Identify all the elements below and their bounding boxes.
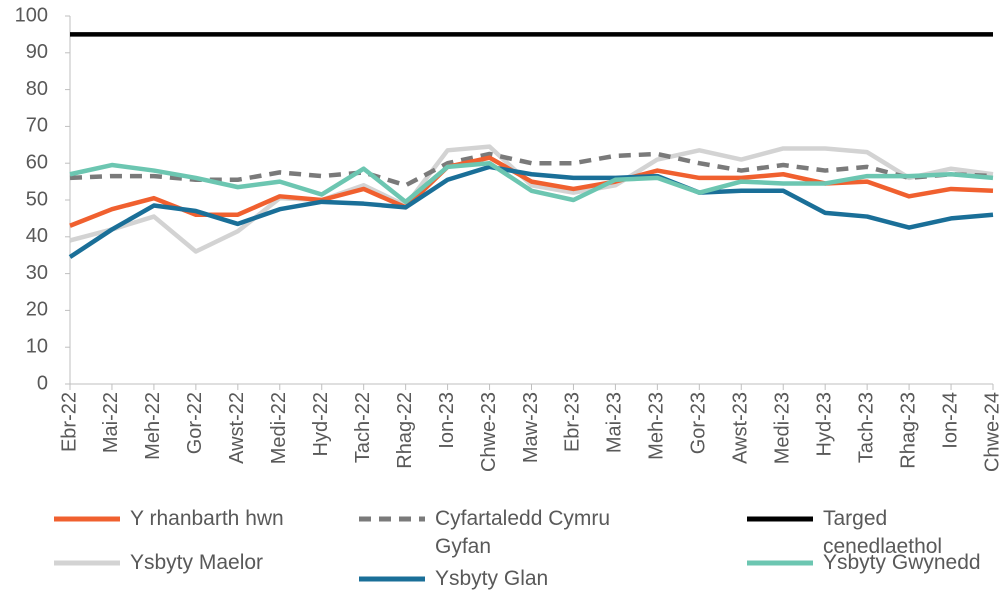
legend-label: Ysbyty Maelor bbox=[130, 551, 264, 574]
x-tick-label: Hyd-23 bbox=[813, 392, 835, 456]
legend-swatch bbox=[747, 516, 813, 522]
x-tick-label: Gor-22 bbox=[184, 392, 206, 454]
x-tick-label: Maw-23 bbox=[520, 392, 542, 463]
x-tick-label: Mai-23 bbox=[604, 392, 626, 453]
x-tick-label: Medi-23 bbox=[772, 392, 794, 464]
series-line bbox=[68, 164, 994, 259]
legend-label: Cyfartaledd Cymru Gyfan bbox=[435, 507, 611, 558]
legend-label: Targed cenedlaethol bbox=[823, 507, 943, 558]
legend-label: Y rhanbarth hwn bbox=[130, 507, 284, 530]
y-tick-label: 90 bbox=[26, 41, 48, 63]
legend-swatch bbox=[359, 516, 425, 522]
x-tick-label: Rhag-23 bbox=[897, 392, 919, 469]
x-tick-label: Ion-24 bbox=[939, 392, 961, 449]
x-tick-label: Ion-23 bbox=[436, 392, 458, 449]
legend-swatch bbox=[54, 516, 120, 522]
legend-entry: Ysbyty Glan Clwyd bbox=[357, 565, 607, 597]
legend-swatch bbox=[359, 576, 425, 582]
x-tick-label: Awst-23 bbox=[730, 392, 752, 464]
y-tick-label: 50 bbox=[26, 188, 48, 210]
y-tick-label: 80 bbox=[26, 78, 48, 100]
legend-label: Ysbyty Glan Clwyd bbox=[435, 567, 549, 597]
x-tick-label: Medi-22 bbox=[268, 392, 290, 464]
legend-label: Ysbyty Gwynedd bbox=[823, 551, 981, 574]
legend-entry: Ysbyty Gwynedd bbox=[745, 549, 995, 577]
x-tick-label: Chwe-24 bbox=[981, 392, 1003, 472]
series-line bbox=[69, 151, 994, 188]
x-tick-label: Ebr-22 bbox=[58, 392, 80, 452]
x-tick-label: Tach-23 bbox=[855, 392, 877, 463]
x-tick-label: Ebr-23 bbox=[562, 392, 584, 452]
y-tick-label: 30 bbox=[26, 262, 48, 284]
series-line bbox=[69, 160, 994, 205]
y-tick-label: 60 bbox=[26, 151, 48, 173]
x-tick-label: Meh-23 bbox=[646, 392, 668, 460]
x-tick-label: Meh-22 bbox=[142, 392, 164, 460]
y-tick-label: 100 bbox=[15, 4, 48, 26]
legend-swatch bbox=[54, 560, 120, 566]
legend-entry: Targed cenedlaethol bbox=[745, 505, 995, 561]
x-tick-label: Chwe-23 bbox=[478, 392, 500, 472]
x-tick-label: Tach-22 bbox=[352, 392, 374, 463]
y-tick-label: 0 bbox=[37, 372, 48, 394]
y-tick-label: 40 bbox=[26, 225, 48, 247]
x-tick-label: Mai-22 bbox=[100, 392, 122, 453]
legend-entry: Cyfartaledd Cymru Gyfan bbox=[357, 505, 647, 561]
y-tick-label: 70 bbox=[26, 115, 48, 137]
legend-entry: Ysbyty Maelor bbox=[52, 549, 302, 577]
plot: 0 10 20 30 40 50 60 70 80 90 100 Ebr-22 Mai-22 Meh-22… bbox=[15, 4, 1003, 472]
series-line bbox=[69, 144, 994, 254]
y-tick-label: 10 bbox=[26, 335, 48, 357]
legend-entry: Y rhanbarth hwn bbox=[52, 505, 302, 533]
legend-swatch bbox=[747, 560, 813, 566]
y-tick-label: 20 bbox=[26, 299, 48, 321]
x-tick-label: Rhag-22 bbox=[394, 392, 416, 469]
x-tick-label: Gor-23 bbox=[688, 392, 710, 454]
x-tick-label: Awst-22 bbox=[226, 392, 248, 464]
x-tick-label: Hyd-22 bbox=[310, 392, 332, 456]
